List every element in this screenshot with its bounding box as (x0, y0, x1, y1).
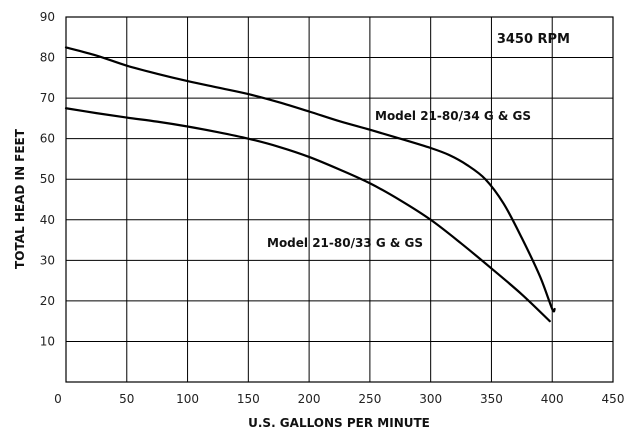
series-label-model-33: Model 21-80/33 G & GS (267, 236, 423, 250)
chart-grid (65, 16, 614, 383)
x-axis-ticks: 0 50 100 150 200 250 300 350 400 450 (54, 392, 624, 406)
x-tick-label-50: 50 (119, 392, 134, 406)
rpm-annotation: 3450 RPM (497, 32, 570, 47)
x-tick-label-450: 450 (602, 392, 625, 406)
series-line-1 (64, 107, 551, 323)
y-tick-label-90: 90 (40, 10, 55, 24)
x-tick-label-200: 200 (298, 392, 321, 406)
chart-series (64, 46, 556, 323)
x-tick-label-150: 150 (237, 392, 260, 406)
x-tick-label-100: 100 (176, 392, 199, 406)
y-tick-label-30: 30 (40, 253, 55, 267)
y-axis-ticks: 10 20 30 40 50 60 70 80 90 (40, 10, 55, 348)
x-tick-label-400: 400 (541, 392, 564, 406)
x-axis-title: U.S. GALLONS PER MINUTE (248, 416, 430, 430)
y-tick-label-20: 20 (40, 294, 55, 308)
x-tick-label-0: 0 (54, 392, 62, 406)
x-tick-label-350: 350 (480, 392, 503, 406)
x-tick-label-250: 250 (358, 392, 381, 406)
y-tick-label-70: 70 (40, 91, 55, 105)
y-axis-title: TOTAL HEAD IN FEET (13, 128, 27, 269)
x-tick-label-300: 300 (419, 392, 442, 406)
y-tick-label-40: 40 (40, 213, 55, 227)
series-label-model-34: Model 21-80/34 G & GS (375, 109, 531, 123)
y-tick-label-50: 50 (40, 172, 55, 186)
series-line-0 (64, 46, 556, 313)
y-tick-label-80: 80 (40, 51, 55, 65)
y-tick-label-60: 60 (40, 132, 55, 146)
y-tick-label-10: 10 (40, 334, 55, 348)
plot-border (65, 16, 614, 383)
